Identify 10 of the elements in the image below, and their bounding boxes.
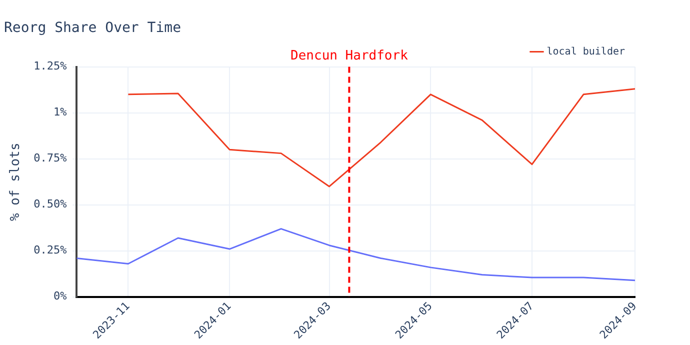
y-tick-label: 0% (53, 290, 68, 303)
y-tick-label: 1.25% (34, 60, 68, 73)
y-tick-label: 0.25% (34, 244, 68, 257)
y-tick-label: 1% (53, 106, 68, 119)
chart-title: Reorg Share Over Time (4, 20, 182, 36)
y-tick-label: 0.50% (34, 198, 68, 211)
ref-line-label: Dencun Hardfork (290, 48, 408, 64)
legend-label: local builder (546, 46, 626, 58)
y-tick-label: 0.75% (34, 152, 68, 165)
y-axis-title: % of slots (8, 142, 24, 221)
